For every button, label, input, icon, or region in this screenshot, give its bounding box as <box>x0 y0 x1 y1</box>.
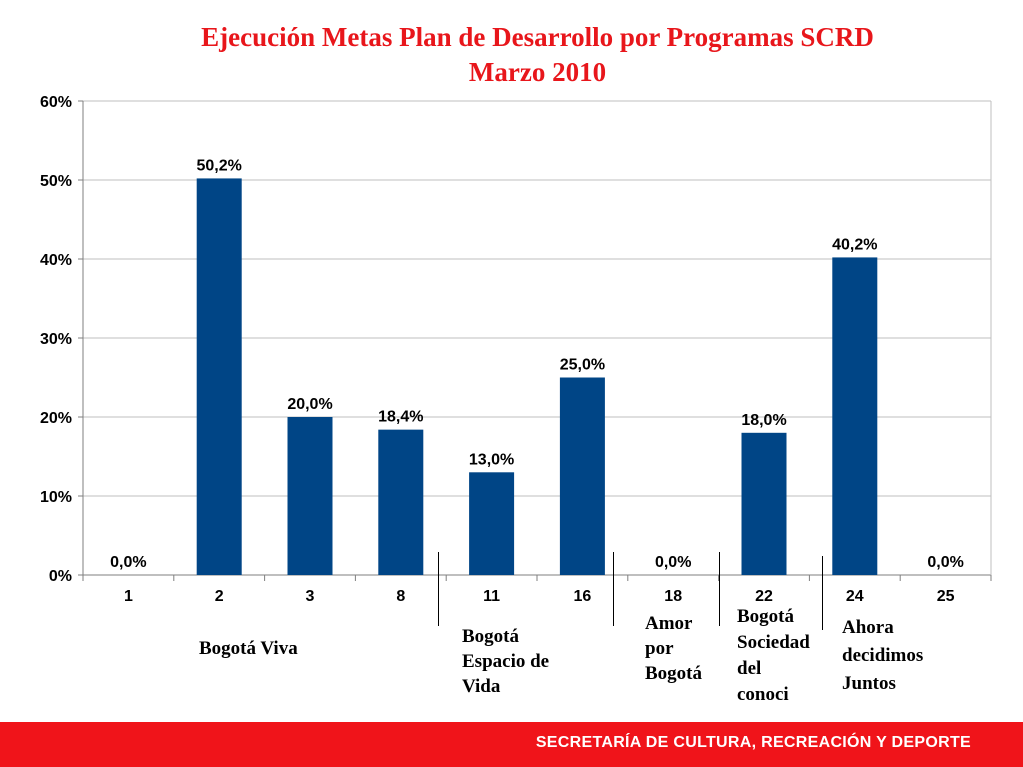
bar-3 <box>287 417 333 575</box>
x-tick-label: 1 <box>124 588 133 605</box>
y-tick-label: 30% <box>40 331 72 348</box>
title-line-1: Ejecución Metas Plan de Desarrollo por P… <box>201 22 874 52</box>
y-tick-label: 60% <box>40 94 72 111</box>
group-label-bogota-viva: Bogotá Viva <box>199 638 298 659</box>
bar-chart: 0% 10% 20% 30% 40% 50% 60% 1 0,0% 2 50,2% 3 20,0% 8 18… <box>40 94 992 605</box>
x-tick-label: 24 <box>846 588 864 605</box>
group-label-amor-por-bogota: Amor por Bogotá <box>645 613 702 684</box>
group-divider <box>719 552 720 626</box>
data-label: 0,0% <box>927 554 963 571</box>
group-divider <box>438 552 439 626</box>
x-tick-label: 18 <box>664 588 682 605</box>
x-tick-label: 25 <box>937 588 955 605</box>
data-label: 25,0% <box>560 357 605 374</box>
group-label-espacio-de-vida: Bogotá Espacio de Vida <box>462 626 550 697</box>
footer-bar: SECRETARÍA DE CULTURA, RECREACIÓN Y DEPO… <box>0 722 1023 767</box>
x-tick-label: 8 <box>396 588 405 605</box>
group-divider <box>822 556 823 630</box>
bar-2 <box>196 178 242 576</box>
group-label-ahora-decidimos-juntos: Ahora decidimos Juntos <box>842 617 924 694</box>
data-label: 0,0% <box>110 554 146 571</box>
x-tick-label: 2 <box>215 588 224 605</box>
bar-16 <box>559 377 605 575</box>
data-label: 40,2% <box>832 236 877 253</box>
y-tick-label: 0% <box>49 568 72 585</box>
chart-title: Ejecución Metas Plan de Desarrollo por P… <box>0 20 1023 90</box>
data-label: 18,0% <box>741 412 786 429</box>
y-tick-label: 40% <box>40 252 72 269</box>
bar-11 <box>469 472 515 575</box>
bar-22 <box>741 432 787 575</box>
group-label-sociedad-del-conoci: Bogotá Sociedad del conoci <box>737 606 810 705</box>
title-line-2: Marzo 2010 <box>468 57 607 87</box>
group-divider <box>613 552 614 626</box>
y-tick-label: 20% <box>40 410 72 427</box>
footer-text: SECRETARÍA DE CULTURA, RECREACIÓN Y DEPO… <box>535 734 971 751</box>
data-label: 0,0% <box>655 554 691 571</box>
x-tick-label: 16 <box>574 588 592 605</box>
x-tick-label: 3 <box>306 588 315 605</box>
y-tick-label: 10% <box>40 489 72 506</box>
data-label: 13,0% <box>469 451 514 468</box>
data-label: 50,2% <box>197 157 242 174</box>
x-tick-label: 22 <box>755 588 773 605</box>
data-label: 18,4% <box>378 409 423 426</box>
y-tick-label: 50% <box>40 173 72 190</box>
x-tick-label: 11 <box>483 588 500 605</box>
data-label: 20,0% <box>287 396 332 413</box>
bar-24 <box>832 257 878 575</box>
bar-8 <box>378 429 424 575</box>
